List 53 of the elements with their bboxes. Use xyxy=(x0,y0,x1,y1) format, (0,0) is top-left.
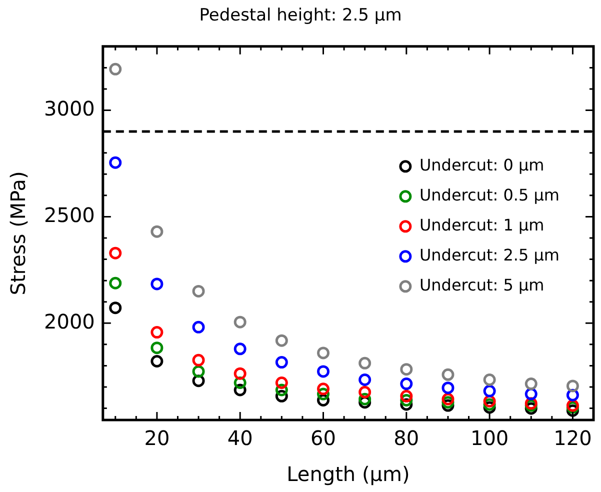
point xyxy=(400,390,413,402)
point xyxy=(400,378,413,390)
point xyxy=(442,382,454,394)
point xyxy=(109,302,122,314)
y-tick-label: 2500 xyxy=(44,202,95,227)
point xyxy=(275,376,288,389)
point xyxy=(150,354,164,368)
x-tick-label: 60 xyxy=(310,426,336,450)
point xyxy=(358,374,372,386)
legend-label: Undercut: 2.5 μm xyxy=(419,246,560,265)
y-tick-label: 2000 xyxy=(44,309,95,334)
point xyxy=(150,225,164,238)
y-tick-label: 3000 xyxy=(44,96,95,120)
point xyxy=(234,367,246,380)
point xyxy=(192,320,205,334)
point xyxy=(524,378,538,390)
point xyxy=(400,363,413,376)
x-axis-title: Length (μm) xyxy=(286,462,410,486)
x-tick-label: 40 xyxy=(227,426,253,450)
point xyxy=(192,284,205,298)
point xyxy=(109,246,122,260)
x-tick-label: 120 xyxy=(554,426,592,450)
point xyxy=(109,276,122,290)
legend-label: Undercut: 1 μm xyxy=(419,216,544,235)
point xyxy=(442,368,454,381)
point xyxy=(317,365,330,378)
x-tick-label: 80 xyxy=(394,426,420,450)
point xyxy=(192,365,205,378)
point xyxy=(150,278,164,290)
legend-label: Undercut: 0.5 μm xyxy=(419,186,560,205)
point xyxy=(275,334,288,347)
point xyxy=(442,392,454,406)
point xyxy=(234,316,246,328)
point xyxy=(317,346,330,360)
point xyxy=(234,342,246,356)
legend-label: Undercut: 0 μm xyxy=(419,156,544,175)
point xyxy=(566,380,579,392)
chart-title: Pedestal height: 2.5 μm xyxy=(199,6,402,26)
y-axis-title: Stress (MPa) xyxy=(6,171,30,296)
point xyxy=(358,356,372,370)
point xyxy=(275,356,288,369)
legend-label: Undercut: 5 μm xyxy=(419,276,544,295)
x-tick-label: 100 xyxy=(470,426,509,450)
point xyxy=(483,374,496,386)
point xyxy=(150,342,164,354)
point xyxy=(109,156,122,169)
point xyxy=(109,62,122,76)
point xyxy=(358,386,372,398)
point xyxy=(192,354,205,366)
point xyxy=(317,382,330,396)
point xyxy=(150,326,164,339)
x-tick-label: 20 xyxy=(144,426,170,450)
point xyxy=(483,384,496,398)
